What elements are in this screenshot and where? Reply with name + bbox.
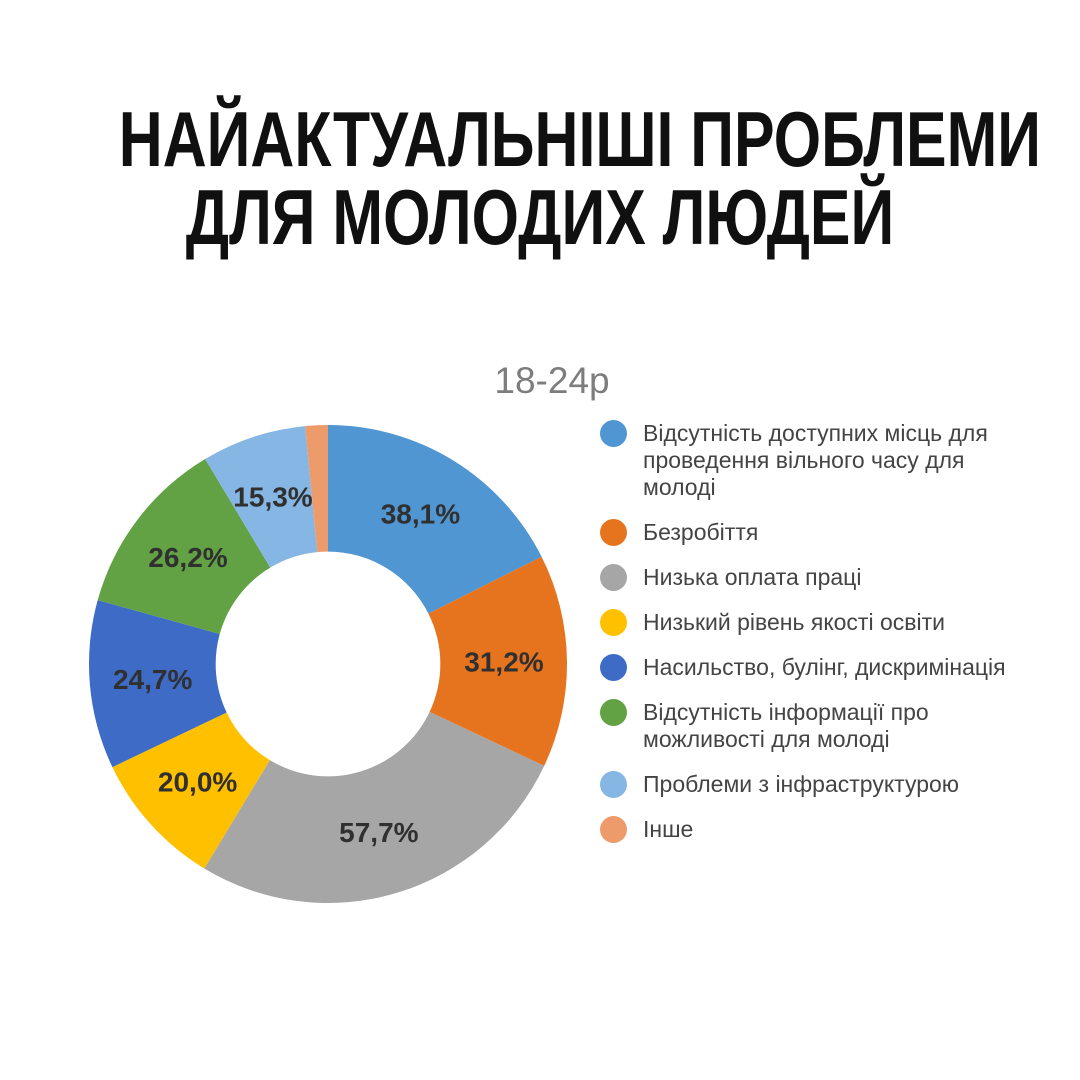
chart-legend: Відсутність доступних місць для проведен… [600,420,1040,843]
legend-marker-icon [600,609,627,636]
legend-marker-icon [600,519,627,546]
legend-label: Відсутність інформації про можливості дл… [643,699,929,752]
page-title-line2: ДЛЯ МОЛОДИХ ЛЮДЕЙ [185,173,895,261]
legend-label: Відсутність доступних місць для проведен… [643,420,988,500]
legend-item-1: Безробіття [600,519,1040,546]
slice-label-6: 15,3% [233,481,312,512]
donut-slice-1 [428,556,568,766]
page-title-line1: НАЙАКТУАЛЬНІШІ ПРОБЛЕМИ [118,95,1042,183]
chart-title: 18-24р [494,360,610,401]
legend-label: Насильство, булінг, дискримінація [643,654,1006,680]
legend-marker-icon [600,771,627,798]
donut-slice-7 [305,425,328,553]
legend-marker-icon [600,654,627,681]
page-title: НАЙАКТУАЛЬНІШІ ПРОБЛЕМИ ДЛЯ МОЛОДИХ ЛЮДЕ… [118,95,1042,261]
legend-item-5: Відсутність інформації про можливості дл… [600,699,1040,753]
donut-slice-3 [112,712,270,869]
donut-slice-4 [89,600,227,768]
legend-marker-icon [600,816,627,843]
legend-label: Низький рівень якості освіти [643,609,945,635]
slice-label-2: 57,7% [339,817,418,848]
slice-label-1: 31,2% [464,646,543,677]
slice-label-4: 24,7% [113,664,192,695]
donut-slice-5 [97,458,271,634]
donut-slice-0 [328,425,542,614]
legend-label: Низька оплата праці [643,564,862,590]
donut-slice-2 [204,711,545,903]
donut-chart: 38,1% 31,2% 57,7% 20,0% 24,7% 26,2%15,3% [89,425,568,903]
slice-label-5: 26,2% [148,542,227,573]
legend-item-7: Інше [600,816,1040,843]
legend-marker-icon [600,420,627,447]
legend-marker-icon [600,699,627,726]
legend-item-0: Відсутність доступних місць для проведен… [600,420,1040,501]
legend-label: Проблеми з інфраструктурою [643,771,960,797]
legend-item-4: Насильство, булінг, дискримінація [600,654,1040,681]
legend-item-3: Низький рівень якості освіти [600,609,1040,636]
legend-item-6: Проблеми з інфраструктурою [600,771,1040,798]
legend-marker-icon [600,564,627,591]
donut-slice-6 [205,426,318,568]
slice-label-3: 20,0% [158,767,237,798]
slice-label-0: 38,1% [381,499,460,530]
legend-label: Інше [643,816,694,842]
legend-item-2: Низька оплата праці [600,564,1040,591]
legend-label: Безробіття [643,519,759,545]
